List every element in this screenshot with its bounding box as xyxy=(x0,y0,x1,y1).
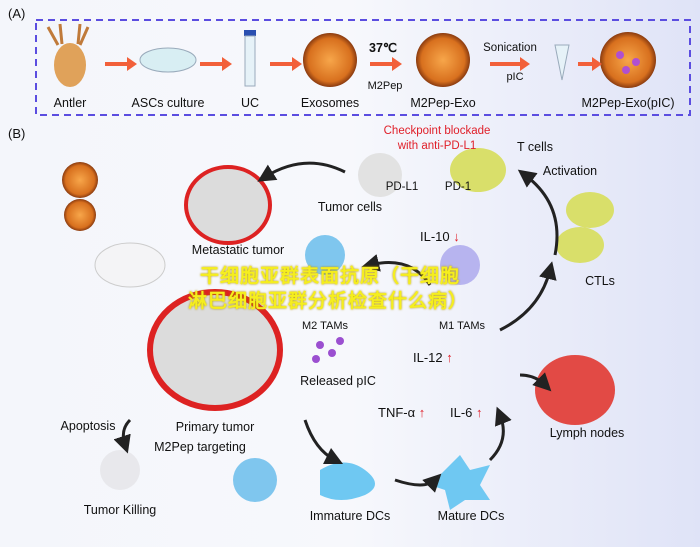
metastatic-tumor-label: Metastatic tumor xyxy=(191,243,285,257)
ctl-icon xyxy=(566,192,614,228)
m2pep-exo-icon xyxy=(416,33,470,87)
checkpoint-label-2: with anti-PD-L1 xyxy=(397,140,477,152)
lymph-nodes-label: Lymph nodes xyxy=(549,426,625,440)
t-cells-label: T cells xyxy=(517,140,553,154)
up-arrow-icon: ↑ xyxy=(418,405,426,420)
exosome-icon xyxy=(303,33,357,87)
nanoparticle-icon xyxy=(62,162,98,198)
step-m2pep-exo: M2Pep-Exo xyxy=(410,96,476,110)
pic-label: pIC xyxy=(506,71,524,83)
overlay-caption-line-2: 淋巴细胞亚群分析检查什么病） xyxy=(188,291,469,312)
immature-dcs-label: Immature DCs xyxy=(309,509,391,523)
sonication-label: Sonication xyxy=(483,42,537,54)
deer-icon xyxy=(46,23,90,87)
panel-b-label: (B) xyxy=(8,126,26,141)
tumor-killing-label: Tumor Killing xyxy=(83,503,157,517)
mature-dc-icon xyxy=(430,455,490,510)
m2pep-targeting-label: M2Pep targeting xyxy=(154,440,246,454)
il6-text: IL-6 xyxy=(450,405,473,420)
apoptosis-label: Apoptosis xyxy=(60,419,116,433)
lymph-node-icon xyxy=(535,355,615,425)
flow-arrows xyxy=(113,161,559,493)
tumor-cells-label: Tumor cells xyxy=(317,200,383,214)
panel-a-label: (A) xyxy=(8,6,26,21)
il10-text: IL-10 xyxy=(420,229,450,244)
up-arrow-icon: ↑ xyxy=(446,350,453,365)
m2pep-label: M2Pep xyxy=(367,80,403,92)
petri-dish-icon xyxy=(139,47,197,73)
step-ascs-culture: ASCs culture xyxy=(131,96,205,110)
targeted-tam-icon xyxy=(233,458,277,502)
overlay-caption-line-1: 干细胞亚群表面抗原（干细胞 xyxy=(200,266,461,287)
tnf-text: TNF-α xyxy=(378,405,416,420)
down-arrow-icon: ↓ xyxy=(453,229,460,244)
tnf-label: TNF-α ↑ xyxy=(378,405,425,420)
released-pic-label: Released pIC xyxy=(300,374,376,388)
mature-dcs-label: Mature DCs xyxy=(437,509,505,523)
tube-icon xyxy=(244,30,256,87)
tumor-cell-icon xyxy=(358,153,402,197)
il12-text: IL-12 xyxy=(413,350,443,365)
il10-label: IL-10 ↓ xyxy=(420,229,460,244)
t-cell-icon xyxy=(450,148,506,192)
ctl-icon xyxy=(556,227,604,263)
dead-tumor-cell-icon xyxy=(100,450,140,490)
activation-label: Activation xyxy=(542,164,598,178)
nanoparticle-icon xyxy=(64,199,96,231)
step-exosomes: Exosomes xyxy=(300,96,360,110)
immature-dc-icon xyxy=(320,462,375,500)
up-arrow-icon: ↑ xyxy=(476,405,483,420)
pic-particles-icon xyxy=(312,337,344,363)
pd-1-label: PD-1 xyxy=(444,181,472,193)
m1-tams-label: M1 TAMs xyxy=(438,320,486,332)
step-antler: Antler xyxy=(53,96,87,110)
il12-label: IL-12 ↑ xyxy=(413,350,453,365)
m2-tams-label: M2 TAMs xyxy=(301,320,349,332)
mouse-icon xyxy=(94,242,166,288)
primary-tumor-icon xyxy=(147,289,283,411)
panel-a-border xyxy=(35,19,691,116)
process-arrows xyxy=(105,57,602,71)
step-uc: UC xyxy=(240,96,260,110)
ctls-label: CTLs xyxy=(585,274,615,288)
m2-tam-icon xyxy=(305,235,345,275)
m2pep-exo-pic-icon xyxy=(600,32,656,88)
il6-label: IL-6 ↑ xyxy=(450,405,483,420)
primary-tumor-label: Primary tumor xyxy=(175,420,255,434)
microtube-icon xyxy=(554,44,570,81)
m1-tam-icon xyxy=(440,245,480,285)
metastatic-tumor-icon xyxy=(184,165,272,245)
temperature-label: 37℃ xyxy=(369,41,397,55)
checkpoint-label-1: Checkpoint blockade xyxy=(383,125,491,137)
step-m2pep-exo-pic: M2Pep-Exo(pIC) xyxy=(581,96,675,110)
pd-l1-label: PD-L1 xyxy=(385,181,419,193)
